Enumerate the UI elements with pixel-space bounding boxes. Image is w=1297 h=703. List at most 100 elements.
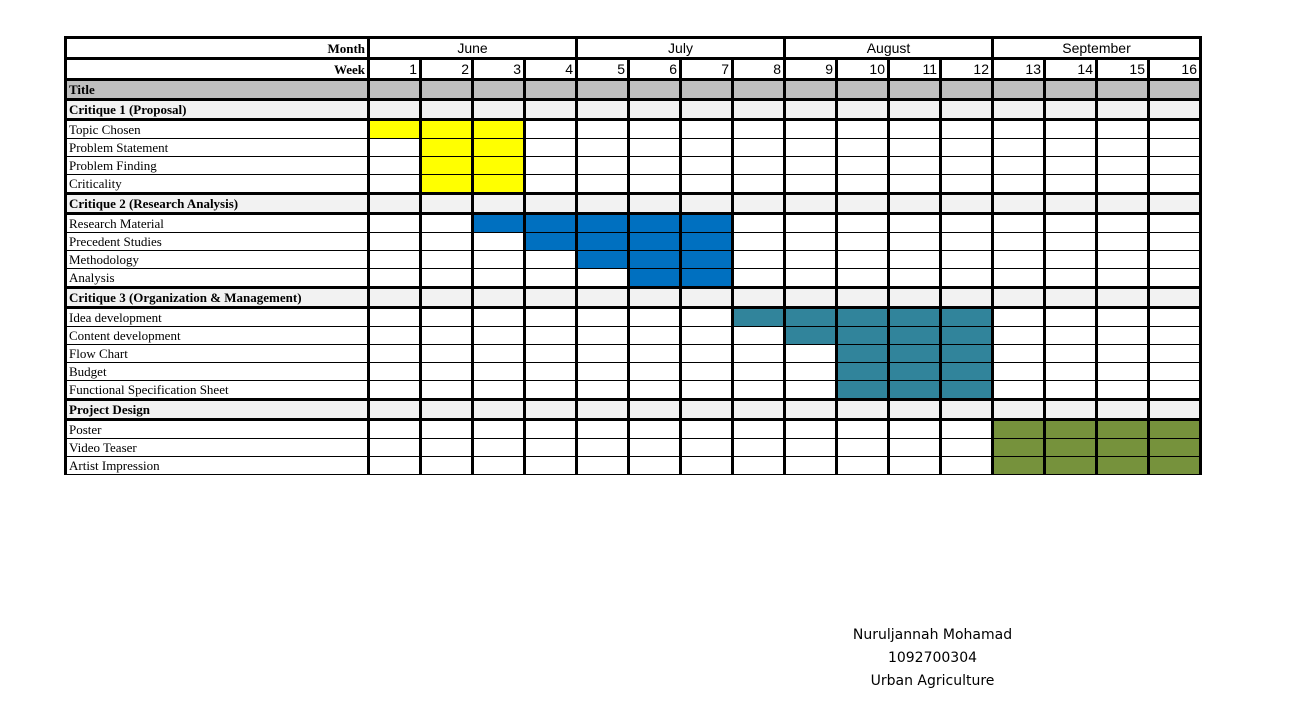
week-cell <box>835 398 890 421</box>
week-cell <box>1147 326 1202 345</box>
week-cell <box>991 138 1046 157</box>
week-cell <box>991 119 1046 139</box>
week-cell <box>1095 232 1150 251</box>
week-cell <box>835 268 890 288</box>
week-cell <box>471 380 526 400</box>
week-cell <box>471 250 526 269</box>
section-label: Critique 2 (Research Analysis) <box>64 192 370 215</box>
week-cell <box>731 362 786 381</box>
week-cell <box>1147 362 1202 381</box>
week-cell <box>471 344 526 363</box>
month-row: Month June July August September <box>64 36 1202 60</box>
week-cell <box>419 213 474 233</box>
gantt-chart-table: Month June July August September Week 1 2 3 4 5 6 7 8… <box>64 36 1202 475</box>
week-cell <box>575 362 630 381</box>
week-cell <box>679 98 734 121</box>
week-cell <box>523 138 578 157</box>
month-header: July <box>575 36 786 60</box>
week-cell <box>1095 250 1150 269</box>
week-cell <box>523 156 578 175</box>
week-cell <box>627 419 682 439</box>
week-cell <box>939 174 994 194</box>
week-cell <box>679 398 734 421</box>
week-cell <box>419 268 474 288</box>
week-cell <box>1147 232 1202 251</box>
week-cell <box>471 192 526 215</box>
week-cell <box>1043 156 1098 175</box>
week-cell <box>783 398 838 421</box>
week-cell <box>523 456 578 475</box>
gantt-bar-cell <box>471 138 526 157</box>
week-cell <box>887 438 942 457</box>
week-cell <box>679 438 734 457</box>
week-cell <box>523 419 578 439</box>
week-cell <box>1043 268 1098 288</box>
month-label: Month <box>64 36 370 60</box>
week-cell <box>471 326 526 345</box>
week-cell <box>1147 119 1202 139</box>
week-cell <box>575 119 630 139</box>
week-cell <box>679 138 734 157</box>
week-cell <box>991 98 1046 121</box>
section-label: Critique 3 (Organization & Management) <box>64 286 370 309</box>
gantt-bar-cell <box>679 213 734 233</box>
week-cell <box>627 438 682 457</box>
week-cell <box>783 156 838 175</box>
week-cell <box>1147 213 1202 233</box>
week-cell <box>523 119 578 139</box>
week-cell <box>1043 398 1098 421</box>
week-cell <box>367 344 422 363</box>
gantt-bar-cell <box>523 213 578 233</box>
week-cell <box>1095 98 1150 121</box>
gantt-bar-cell <box>939 344 994 363</box>
section-label: Critique 1 (Proposal) <box>64 98 370 121</box>
week-cell <box>783 174 838 194</box>
week-cell <box>679 362 734 381</box>
task-row: Content development <box>64 326 1202 345</box>
week-cell <box>835 250 890 269</box>
week-cell <box>1043 232 1098 251</box>
week-cell <box>887 268 942 288</box>
week-cell <box>887 419 942 439</box>
week-cell <box>419 98 474 121</box>
week-cell <box>367 307 422 327</box>
week-cell <box>523 362 578 381</box>
week-cell <box>939 286 994 309</box>
task-row: Criticality <box>64 174 1202 194</box>
week-cell <box>991 380 1046 400</box>
week-cell <box>731 119 786 139</box>
week-cell <box>523 98 578 121</box>
week-cell <box>1095 398 1150 421</box>
week-cell <box>939 78 994 101</box>
month-header: September <box>991 36 1202 60</box>
task-label: Content development <box>64 326 370 345</box>
week-cell <box>627 286 682 309</box>
week-number: 7 <box>679 57 734 81</box>
gantt-bar-cell <box>523 232 578 251</box>
week-number: 3 <box>471 57 526 81</box>
week-cell <box>991 156 1046 175</box>
gantt-bar-cell <box>939 380 994 400</box>
week-number: 2 <box>419 57 474 81</box>
week-cell <box>835 438 890 457</box>
week-cell <box>731 174 786 194</box>
week-cell <box>1095 344 1150 363</box>
week-cell <box>1147 98 1202 121</box>
week-cell <box>575 138 630 157</box>
task-label: Flow Chart <box>64 344 370 363</box>
week-cell <box>887 98 942 121</box>
week-number: 4 <box>523 57 578 81</box>
week-cell <box>679 380 734 400</box>
week-cell <box>939 250 994 269</box>
task-row: Methodology <box>64 250 1202 269</box>
week-cell <box>731 98 786 121</box>
week-cell <box>835 192 890 215</box>
week-cell <box>1043 192 1098 215</box>
week-number: 12 <box>939 57 994 81</box>
week-cell <box>1043 138 1098 157</box>
week-cell <box>887 119 942 139</box>
week-cell <box>627 156 682 175</box>
task-row: Idea development <box>64 307 1202 327</box>
week-cell <box>731 250 786 269</box>
week-cell <box>1147 78 1202 101</box>
